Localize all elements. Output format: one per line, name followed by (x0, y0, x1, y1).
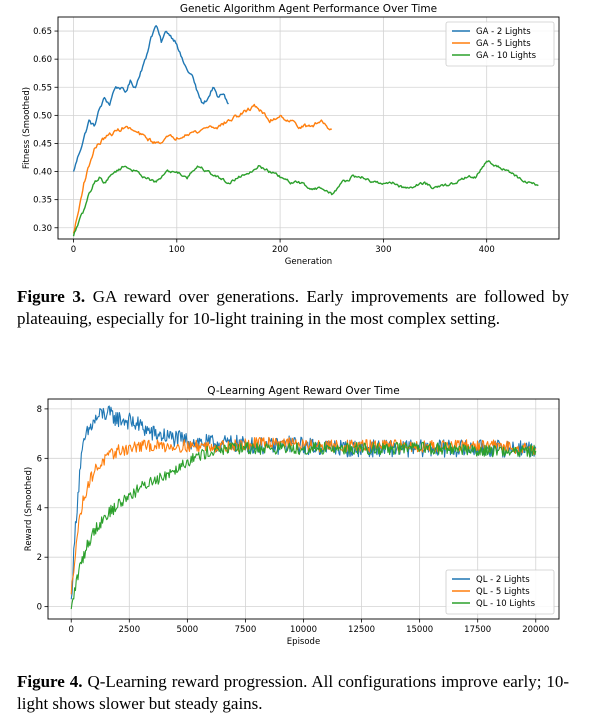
ga-series-line-3 (72, 160, 539, 237)
ga-legend-label-1: GA - 2 Lights (476, 27, 531, 37)
ga-legend-label-2: GA - 5 Lights (476, 39, 531, 49)
ga-y-tick-label: 0.65 (33, 27, 52, 37)
ql-legend-label-3: QL - 10 Lights (476, 599, 536, 609)
ga-y-tick-label: 0.50 (33, 111, 52, 121)
ql-legend-label-2: QL - 5 Lights (476, 587, 530, 597)
ql-gridlines (48, 399, 559, 619)
ql-x-tick-label: 0 (69, 625, 74, 635)
ga-performance-chart: Genetic Algorithm Agent Performance Over… (22, 3, 560, 267)
ql-y-tick-label: 6 (37, 454, 42, 464)
ga-y-tick-label: 0.60 (33, 55, 52, 65)
ql-chart-title: Q-Learning Agent Reward Over Time (207, 385, 399, 397)
ga-legend: GA - 2 Lights GA - 5 Lights GA - 10 Lights (445, 21, 555, 67)
ga-x-tick-label: 400 (479, 245, 495, 255)
ql-legend: QL - 2 Lights QL - 5 Lights QL - 10 Lights (445, 569, 555, 615)
ql-y-axis-label: Reward (Smoothed) (24, 467, 34, 551)
ql-legend-box (445, 569, 555, 615)
ga-y-tick-label: 0.35 (33, 196, 52, 206)
ga-y-tick-label: 0.30 (33, 224, 52, 234)
figure-4-label: Figure 4. (17, 672, 83, 691)
figure-3-caption: Figure 3. GA reward over generations. Ea… (17, 286, 569, 330)
ga-series-line-1 (72, 25, 229, 172)
ga-x-tick-label: 300 (375, 245, 391, 255)
ga-y-tick-label: 0.45 (33, 139, 52, 149)
ga-y-axis-label: Fitness (Smoothed) (22, 87, 32, 169)
ga-x-tick-label: 200 (272, 245, 288, 255)
ql-x-tick-label: 12500 (348, 625, 375, 635)
ql-x-tick-label: 20000 (522, 625, 549, 635)
ga-legend-box (445, 21, 555, 67)
ga-y-tick-label: 0.40 (33, 168, 52, 178)
ql-y-tick-label: 4 (37, 504, 42, 514)
ql-x-tick-label: 5000 (177, 625, 199, 635)
ql-series-line-2 (70, 436, 537, 595)
figure-4-caption: Figure 4. Q-Learning reward progression.… (17, 671, 569, 715)
ga-x-tick-label: 0 (71, 245, 76, 255)
ql-x-tick-label: 17500 (464, 625, 491, 635)
ql-x-axis-label: Episode (287, 637, 320, 647)
ga-y-tick-label: 0.55 (33, 83, 52, 93)
ga-series-line-2 (72, 103, 332, 234)
ql-reward-chart: Q-Learning Agent Reward Over Time 0 2500 50… (24, 385, 560, 647)
figure-3-text: GA reward over generations. Early improv… (17, 287, 569, 328)
ql-x-tick-label: 15000 (406, 625, 433, 635)
ga-x-axis-label: Generation (285, 257, 332, 267)
ql-plot-frame (47, 398, 560, 620)
figure-3-label: Figure 3. (17, 287, 86, 306)
ql-x-tick-label: 2500 (118, 625, 140, 635)
ql-y-tick-label: 8 (37, 405, 42, 415)
ga-x-tick-label: 100 (169, 245, 185, 255)
ga-legend-label-3: GA - 10 Lights (476, 51, 537, 61)
ql-series-line-3 (70, 441, 537, 610)
ql-y-tick-label: 2 (37, 553, 42, 563)
ql-x-tick-label: 7500 (235, 625, 257, 635)
ql-legend-label-1: QL - 2 Lights (476, 575, 530, 585)
ql-x-tick-label: 10000 (290, 625, 317, 635)
figure-4-text: Q-Learning reward progression. All confi… (17, 672, 570, 713)
ga-plot-frame (57, 16, 560, 240)
ql-y-tick-label: 0 (37, 603, 42, 613)
ga-chart-title: Genetic Algorithm Agent Performance Over… (180, 3, 437, 15)
